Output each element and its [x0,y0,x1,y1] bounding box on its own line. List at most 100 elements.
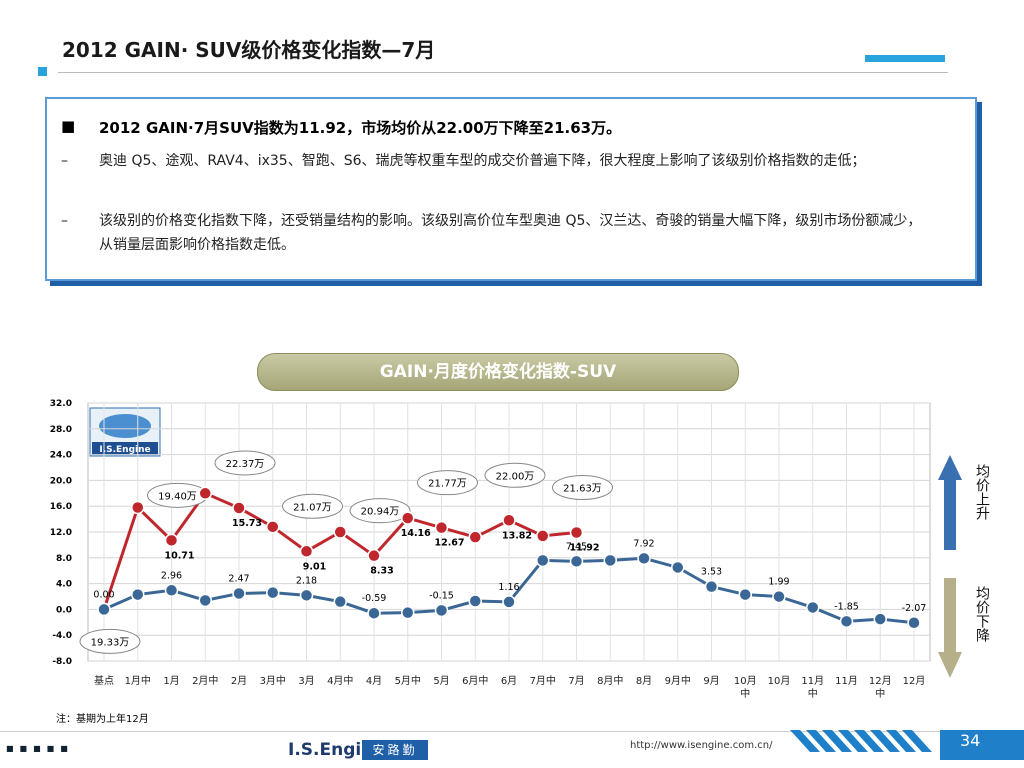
value-label: 13.82 [502,530,532,541]
value-label: 2.18 [296,575,317,586]
point [401,605,415,620]
headline: ■ 2012 GAIN·7月SUV指数为11.92，市场均价从22.00万下降至2… [61,117,622,137]
footer-brand-cn: 安路勤 [362,740,428,760]
point [131,500,145,515]
point-text: 奥迪 Q5、途观、RAV4、ix35、智跑、S6、瑞虎等权重车型的成交价普遍下降… [99,153,866,169]
footer-brand: I.S.Engine [288,740,385,760]
value-label: 7.45 [566,541,587,552]
logo-band [92,442,158,455]
price-callout [552,475,613,501]
up-label: 均价上升 [974,464,990,520]
value-label: 0.00 [93,589,114,600]
y-tick-label: 20.0 [50,476,72,486]
value-label: -0.59 [362,593,387,604]
price-label: 20.94万 [361,507,400,518]
point [367,548,381,563]
chart: I.S.Engine -8.0 -4.0 0.0 4.0 8.0 12.0 16.0 20.0… [0,390,1024,720]
y-tick-label: 24.0 [50,451,72,461]
x-tick-label: 9月中 [664,676,691,687]
point [299,588,314,603]
point-text: 该级别的价格变化指数下降，还受销量结构的影响。该级别高价位车型奥迪 Q5、汉兰达… [99,213,922,253]
rule [58,72,948,73]
deco [38,67,47,76]
value-label: 7.92 [633,538,654,549]
point [536,553,550,568]
point [738,587,752,602]
x-tick-label: 4月中 [327,676,354,687]
point [164,533,179,548]
x-tick-label: 3月中 [259,676,286,687]
point: – 奥迪 Q5、途观、RAV4、ix35、智跑、S6、瑞虎等权重车型的成交价普遍下… [61,149,931,173]
value-label: -2.07 [902,603,927,614]
y-tick-label: 4.0 [56,580,72,590]
price-label: 19.33万 [91,637,130,648]
marker: – [61,213,68,229]
point [198,593,212,608]
x-tick-label: 7月 [568,676,585,687]
y-tick-label: 16.0 [50,502,72,512]
price-callout [214,450,276,476]
value-label: 11.92 [569,543,599,554]
down-label: 均价下降 [974,586,990,642]
x-tick-label: 6月 [500,676,518,687]
y-tick-label: 12.0 [50,528,72,538]
point [299,544,314,559]
point [907,616,921,630]
price-label: 22.00万 [496,471,535,482]
x-tick-label: 10月中 [733,676,757,700]
x-tick-label: 11月中 [801,676,825,700]
point [333,594,347,609]
point [232,501,246,515]
up-arrow [938,455,962,550]
point [637,551,651,566]
price-callout [349,498,411,524]
x-tick-label: 5月中 [394,676,421,687]
price-callout [79,628,141,654]
value-label: 2.47 [228,573,249,584]
chart-svg: I.S.Engine -8.0 -4.0 0.0 4.0 8.0 12.0 16.0 20.0… [50,399,962,678]
value-label: 1.99 [768,577,789,588]
value-label: 3.53 [701,567,722,578]
x-tick-label: 3月 [298,676,315,687]
point [468,530,482,544]
point [502,595,516,609]
x-tick-label: 1月中 [124,676,151,687]
value-label: 9.01 [303,561,326,572]
y-tick-label: 32.0 [50,399,72,409]
footer-rule [0,731,1024,732]
point [333,525,347,539]
point [603,553,617,568]
point [266,520,280,534]
summary-box: ■ 2012 GAIN·7月SUV指数为11.92，市场均价从22.00万下降至2… [45,97,977,281]
y-tick-label: 0.0 [56,605,72,615]
value-label: 15.73 [232,518,262,529]
point [502,513,516,528]
point: – 该级别的价格变化指数下降，还受销量结构的影响。该级别高价位车型奥迪 Q5、汉兰… [61,209,931,257]
note: 注：基期为上年12月 [56,714,149,725]
price-label: 21.77万 [428,479,467,490]
value-label: 2.96 [161,570,182,581]
point [232,586,246,601]
price-label: 21.07万 [293,502,332,513]
point [839,614,854,629]
point [164,583,179,598]
point [131,587,145,602]
value-label: 8.33 [370,566,393,577]
slide-title: 2012 GAIN· SUV级价格变化指数—7月 [62,38,436,62]
price-callout [417,470,478,496]
point [704,579,719,594]
point [569,525,584,540]
x-tick-label: 9月 [703,676,720,687]
point [569,554,584,569]
price-label: 21.63万 [563,484,602,495]
footer-stripes [790,730,1024,760]
value-label: 10.71 [164,550,194,561]
y-tick-label: -4.0 [52,631,72,641]
point [401,511,415,525]
x-tick-label: 12月 [902,676,926,687]
page-number: 34 [960,731,981,750]
x-tick-label: 2月中 [192,676,219,687]
x-tick-label: 基点 [94,676,114,687]
value-label: -1.85 [834,601,859,612]
